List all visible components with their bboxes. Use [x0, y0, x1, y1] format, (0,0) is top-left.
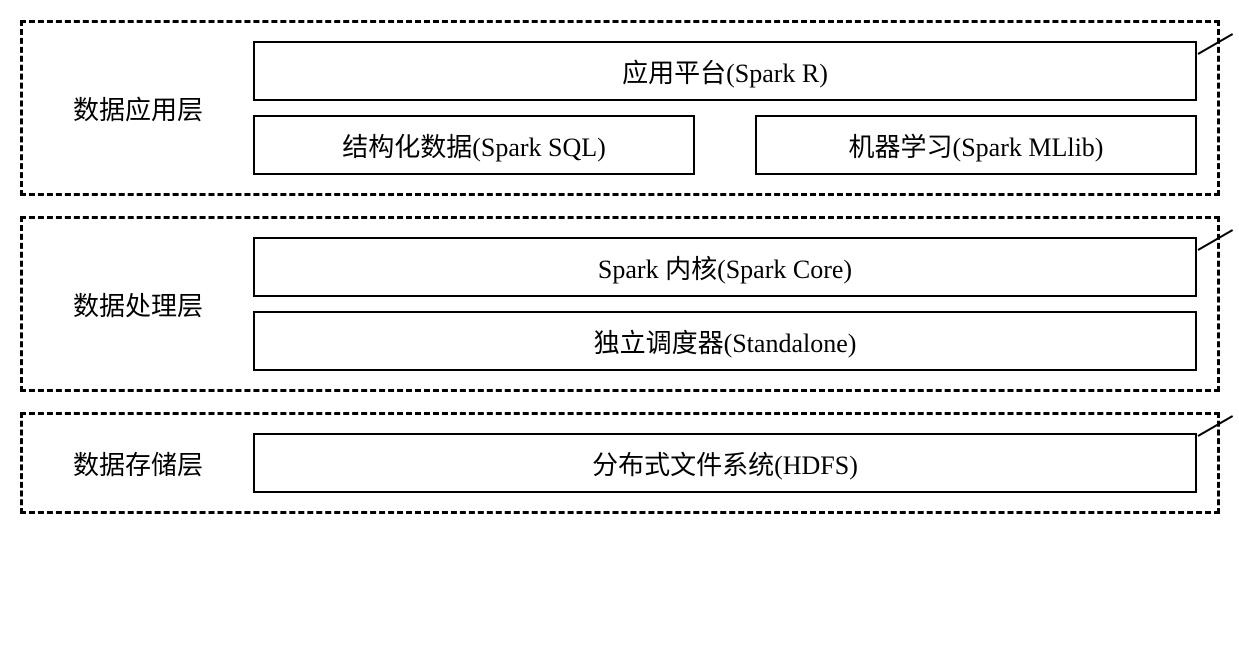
box-hdfs: 分布式文件系统(HDFS): [253, 433, 1197, 493]
layer-content-application: 应用平台(Spark R) 结构化数据(Spark SQL) 机器学习(Spar…: [253, 41, 1197, 175]
box-row: 结构化数据(Spark SQL) 机器学习(Spark MLlib): [253, 115, 1197, 175]
layer-label-storage: 数据存储层: [23, 445, 253, 482]
layer-content-storage: 分布式文件系统(HDFS): [253, 433, 1197, 493]
box-row: 应用平台(Spark R): [253, 41, 1197, 101]
callout-line: [1198, 33, 1234, 55]
layer-label-application: 数据应用层: [23, 90, 253, 127]
callout-line: [1198, 415, 1234, 437]
box-row: 独立调度器(Standalone): [253, 311, 1197, 371]
layer-label-processing: 数据处理层: [23, 286, 253, 323]
box-standalone: 独立调度器(Standalone): [253, 311, 1197, 371]
layer-application: 数据应用层 应用平台(Spark R) 结构化数据(Spark SQL) 机器学…: [20, 20, 1220, 196]
layer-storage: 数据存储层 分布式文件系统(HDFS) 3: [20, 412, 1220, 514]
box-row: 分布式文件系统(HDFS): [253, 433, 1197, 493]
layer-content-processing: Spark 内核(Spark Core) 独立调度器(Standalone): [253, 237, 1197, 371]
layer-processing: 数据处理层 Spark 内核(Spark Core) 独立调度器(Standal…: [20, 216, 1220, 392]
box-spark-mllib: 机器学习(Spark MLlib): [755, 115, 1197, 175]
box-spark-sql: 结构化数据(Spark SQL): [253, 115, 695, 175]
box-row: Spark 内核(Spark Core): [253, 237, 1197, 297]
box-spark-core: Spark 内核(Spark Core): [253, 237, 1197, 297]
callout-line: [1198, 229, 1234, 251]
box-spark-r: 应用平台(Spark R): [253, 41, 1197, 101]
architecture-diagram: 数据应用层 应用平台(Spark R) 结构化数据(Spark SQL) 机器学…: [20, 20, 1220, 514]
